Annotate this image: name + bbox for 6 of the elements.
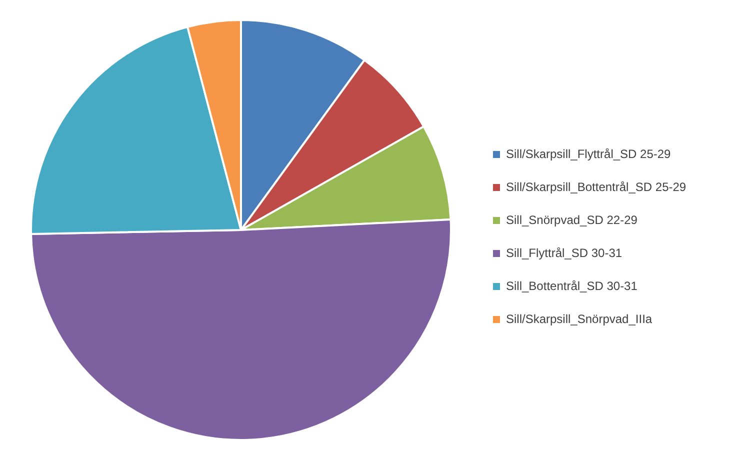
legend-label: Sill_Snörpvad_SD 22-29 xyxy=(506,213,638,228)
legend-label: Sill_Flyttrål_SD 30-31 xyxy=(506,246,622,260)
legend-label: Sill/Skarpsill_Flyttrål_SD 25-29 xyxy=(506,147,672,162)
legend-label: Sill/Skarpsill_Bottentrål_SD 25-29 xyxy=(506,180,686,194)
legend-label: Sill_Bottentrål_SD 30-31 xyxy=(506,279,638,294)
legend-label: Sill/Skarpsill_Snörpvad_IIIa xyxy=(506,312,652,326)
